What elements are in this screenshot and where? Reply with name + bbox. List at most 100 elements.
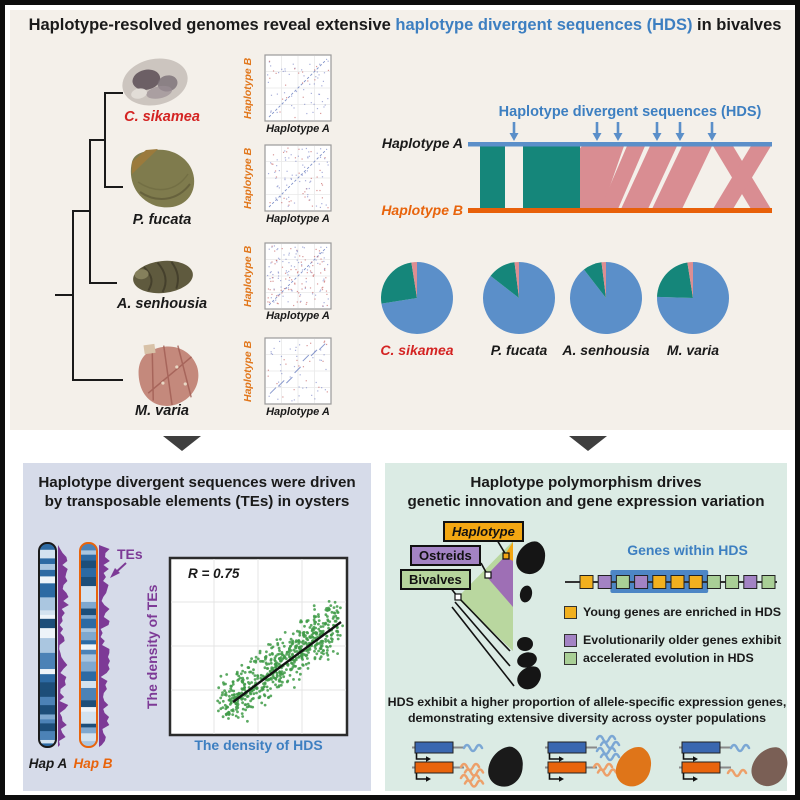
left-panel-title-line1: Haplotype divergent sequences were drive… bbox=[38, 474, 356, 491]
hds-caption-line2: demonstrating extensive diversity across… bbox=[407, 711, 767, 725]
tes-label: TEs bbox=[117, 546, 143, 562]
species-label-m-varia: M. varia bbox=[135, 403, 189, 419]
regression-line bbox=[232, 621, 342, 703]
tip-silhouettes bbox=[512, 537, 550, 695]
title-prefix: Haplotype-resolved genomes reveal extens… bbox=[28, 16, 396, 34]
purple-gene-legend-icon bbox=[564, 633, 577, 647]
dotplot bbox=[264, 337, 332, 405]
hds-heading: Haplotype divergent sequences (HDS) bbox=[498, 104, 762, 120]
legend-text-accelerated: accelerated evolution in HDS bbox=[583, 651, 754, 665]
tes-annotation-arrow bbox=[110, 562, 127, 578]
legend-row-young-genes: Young genes are enriched in HDS bbox=[564, 605, 781, 619]
haplotype-a-label: Haplotype A bbox=[381, 135, 463, 151]
hds-caption-line1: HDS exhibit a higher proportion of allel… bbox=[387, 695, 787, 709]
pie-label-p-fucata: P. fucata bbox=[490, 342, 548, 358]
bivalve-cladogram bbox=[449, 537, 550, 695]
clade-label-ostreids: Ostreids bbox=[410, 545, 481, 566]
dotplot3-x-label: Haplotype A bbox=[266, 310, 330, 322]
clade-label-bivalves: Bivalves bbox=[400, 569, 471, 590]
m-varia-photo bbox=[138, 343, 199, 406]
gene-box-purple bbox=[743, 575, 758, 589]
hap-a-chromosome-label: Hap A bbox=[28, 756, 68, 771]
hap-b-chromosome-label: Hap B bbox=[73, 756, 113, 771]
gene-box-yellow bbox=[579, 575, 594, 589]
pie-chart bbox=[381, 262, 453, 334]
expression-group bbox=[412, 741, 528, 791]
dotplot2-y-label: Haplotype B bbox=[242, 147, 254, 209]
dotplot1-x-label: Haplotype A bbox=[266, 123, 330, 135]
yellow-gene-legend-icon bbox=[564, 605, 577, 619]
left-panel-title: Haplotype divergent sequences were drive… bbox=[23, 473, 371, 511]
dotplot bbox=[264, 242, 332, 310]
genes-within-hds-track bbox=[565, 570, 777, 593]
gene-box-green bbox=[725, 575, 740, 589]
right-section-arrow-icon bbox=[569, 436, 607, 451]
allele-expression-diagrams bbox=[412, 734, 794, 792]
gene-box-purple bbox=[634, 575, 649, 589]
correlation-annotation: R = 0.75 bbox=[188, 566, 240, 581]
phylogenetic-tree bbox=[55, 92, 123, 381]
haplotype-node-marker bbox=[502, 552, 510, 560]
te-density-curve bbox=[99, 545, 110, 747]
right-panel-title-line1: Haplotype polymorphism drives bbox=[470, 474, 702, 491]
cladogram-branches bbox=[451, 596, 515, 687]
gene-box-yellow bbox=[688, 575, 703, 589]
pie-label-a-senhousia: A. senhousia bbox=[562, 342, 650, 358]
genes-within-hds-heading: Genes within HDS bbox=[627, 542, 748, 558]
pie-label-m-varia: M. varia bbox=[666, 342, 720, 358]
green-gene-legend-icon bbox=[564, 651, 577, 665]
gene-box-green bbox=[706, 575, 721, 589]
left-section-arrow-icon bbox=[163, 436, 201, 451]
haplotype-dotplots bbox=[264, 54, 332, 405]
legend-text-young-genes: Young genes are enriched in HDS bbox=[583, 605, 782, 619]
right-panel-title-line2: genetic innovation and gene expression v… bbox=[407, 493, 765, 510]
hds-synteny-diagram bbox=[468, 122, 772, 213]
pie-chart bbox=[657, 262, 730, 334]
gene-box-purple bbox=[597, 575, 612, 589]
figure-art bbox=[38, 54, 794, 792]
oyster-silhouette bbox=[484, 742, 528, 791]
chromosome-ideograms bbox=[38, 542, 110, 748]
gene-box-yellow bbox=[652, 575, 667, 589]
gene-box-yellow bbox=[670, 575, 685, 589]
expression-group bbox=[679, 740, 794, 792]
dotplot4-x-label: Haplotype A bbox=[266, 406, 330, 418]
dotplot1-y-label: Haplotype B bbox=[242, 57, 254, 119]
pie-chart bbox=[570, 262, 642, 334]
legend-row-accelerated: accelerated evolution in HDS bbox=[564, 651, 754, 665]
oyster-silhouette bbox=[746, 740, 794, 792]
dotplot4-y-label: Haplotype B bbox=[242, 340, 254, 402]
legend-text-older-genes: Evolutionarily older genes exhibit bbox=[583, 633, 782, 647]
legend-row-older-genes: Evolutionarily older genes exhibit bbox=[564, 633, 781, 647]
gene-box-green bbox=[761, 575, 776, 589]
title-suffix: in bivalves bbox=[692, 16, 782, 34]
haplotype-b-label: Haplotype B bbox=[381, 202, 463, 218]
c-sikamea-photo bbox=[122, 58, 188, 106]
pie-label-c-sikamea: C. sikamea bbox=[380, 342, 454, 358]
title-highlight: haplotype divergent sequences (HDS) bbox=[395, 16, 693, 34]
ostreids-node-marker bbox=[484, 571, 492, 579]
right-panel-title: Haplotype polymorphism drives genetic in… bbox=[385, 473, 787, 511]
haplotype-a-line bbox=[468, 142, 772, 147]
page-title: Haplotype-resolved genomes reveal extens… bbox=[5, 16, 795, 35]
te-density-curve bbox=[58, 545, 69, 747]
hds-pointer-arrows bbox=[509, 122, 717, 141]
chromosome-ideogram bbox=[38, 542, 69, 748]
clade-label-haplotype: Haplotype bbox=[443, 521, 524, 542]
species-label-c-sikamea: C. sikamea bbox=[124, 109, 200, 125]
dotplot bbox=[264, 144, 332, 212]
dotplot3-y-label: Haplotype B bbox=[242, 245, 254, 307]
scatter-y-axis-label: The density of TEs bbox=[144, 584, 160, 709]
species-label-a-senhousia: A. senhousia bbox=[116, 296, 208, 312]
p-fucata-photo bbox=[130, 149, 195, 208]
pie-chart bbox=[482, 262, 555, 335]
a-senhousia-photo bbox=[133, 260, 193, 294]
hds-proportion-pies bbox=[381, 262, 730, 335]
chromosome-ideogram bbox=[79, 542, 110, 748]
haplotype-b-line bbox=[468, 208, 772, 213]
gene-box-green bbox=[615, 575, 630, 589]
species-label-p-fucata: P. fucata bbox=[132, 212, 192, 228]
left-panel-title-line2: by transposable elements (TEs) in oyster… bbox=[44, 493, 350, 510]
te-hds-scatter-plot bbox=[168, 556, 349, 737]
